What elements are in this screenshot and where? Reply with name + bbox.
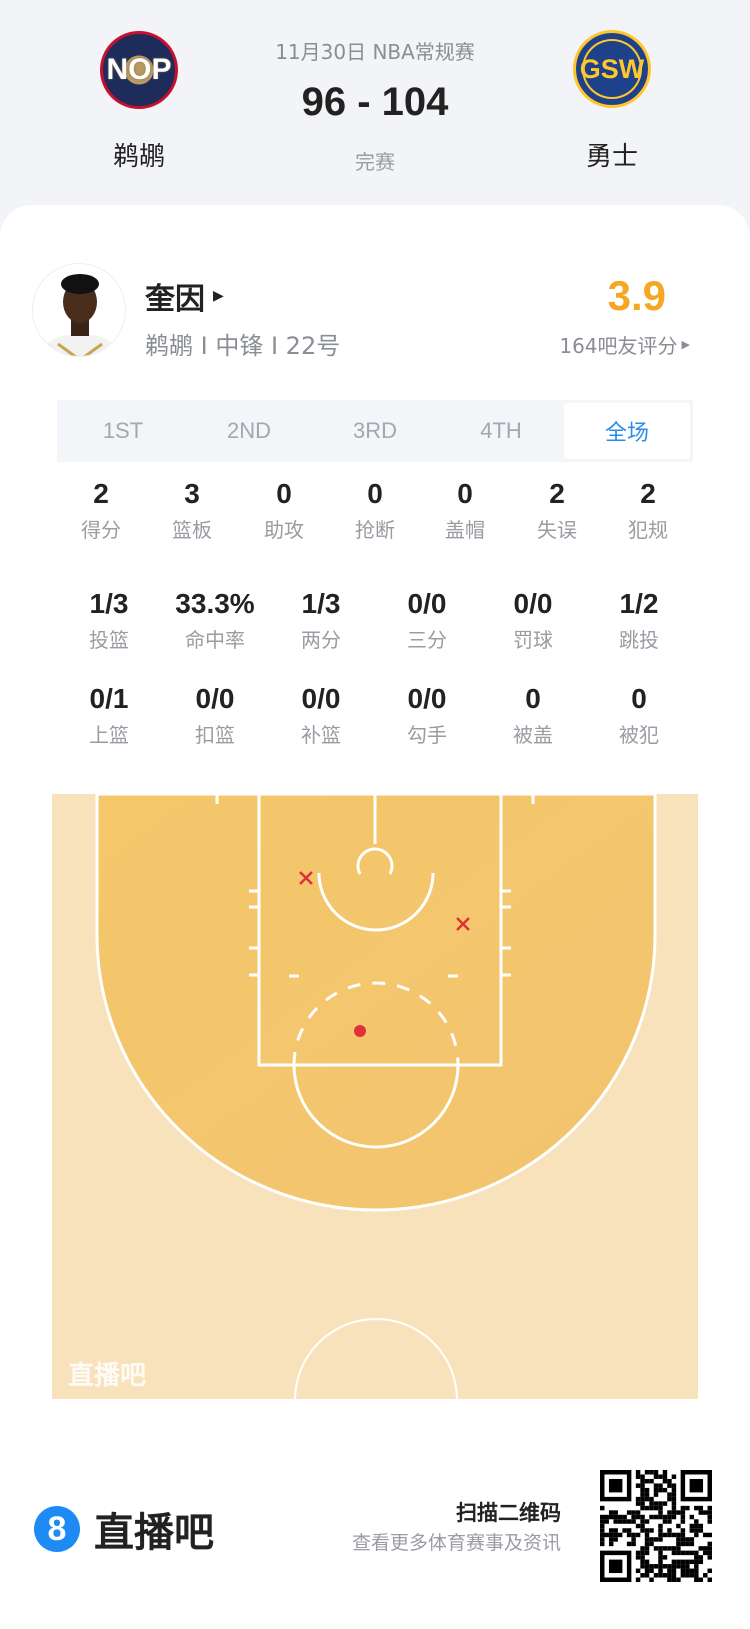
caret-right-icon: ▶ bbox=[681, 338, 690, 351]
stat-item: 1/3 投篮 bbox=[54, 588, 164, 653]
stat-label: 罚球 bbox=[513, 628, 553, 652]
stat-item: 2 得分 bbox=[46, 478, 156, 543]
qr-subtitle: 查看更多体育赛事及资讯 bbox=[351, 1532, 561, 1554]
team-logo-nop: NOP bbox=[100, 31, 178, 109]
shot-miss-marker bbox=[299, 871, 313, 885]
stat-label: 抢断 bbox=[355, 518, 395, 542]
stat-value: 2 bbox=[640, 478, 656, 509]
brand-8-icon: 8 bbox=[34, 1506, 80, 1552]
stat-label: 被犯 bbox=[619, 723, 659, 747]
stat-label: 得分 bbox=[81, 518, 121, 542]
stat-value: 3 bbox=[184, 478, 200, 509]
tab-4th[interactable]: 4TH bbox=[480, 418, 522, 443]
stat-label: 扣篮 bbox=[195, 723, 235, 747]
free-throw-circle-lower bbox=[292, 1064, 460, 1149]
stat-item: 0/0 罚球 bbox=[478, 588, 588, 653]
stat-value: 0 bbox=[457, 478, 473, 509]
caret-right-icon: ▶ bbox=[213, 288, 224, 304]
stat-item: 0 助攻 bbox=[229, 478, 339, 543]
stat-item: 0 被犯 bbox=[584, 683, 694, 748]
restricted-arc bbox=[317, 872, 435, 932]
free-throw-circle-upper bbox=[292, 981, 460, 1066]
stat-label: 盖帽 bbox=[445, 518, 485, 542]
stat-value: 0 bbox=[367, 478, 383, 509]
match-date-league: 11月30日 NBA常规赛 bbox=[275, 40, 475, 64]
player-info: 鹈鹕 I 中锋 I 22号 bbox=[145, 332, 341, 360]
stat-value: 0/0 bbox=[407, 683, 447, 714]
stat-value: 33.3% bbox=[175, 588, 255, 619]
stat-label: 命中率 bbox=[185, 628, 245, 652]
rim bbox=[356, 847, 394, 875]
period-tabs: 1ST 2ND 3RD 4TH 全场 bbox=[57, 400, 693, 462]
rating-count-link[interactable]: 164吧友评分 ▶ bbox=[559, 330, 690, 359]
stat-value: 0/0 bbox=[301, 683, 341, 714]
stat-item: 2 犯规 bbox=[593, 478, 703, 543]
stat-value: 0 bbox=[276, 478, 292, 509]
qr-title: 扫描二维码 bbox=[456, 1501, 561, 1525]
stat-item: 0 抢断 bbox=[320, 478, 430, 543]
player-avatar[interactable] bbox=[32, 263, 126, 357]
stat-label: 被盖 bbox=[513, 723, 553, 747]
stat-value: 0 bbox=[631, 683, 647, 714]
stat-item: 2 失误 bbox=[502, 478, 612, 543]
away-team-name: 勇士 bbox=[585, 142, 638, 172]
stat-item: 0/0 勾手 bbox=[372, 683, 482, 748]
stat-value: 0 bbox=[525, 683, 541, 714]
stat-label: 补篮 bbox=[301, 723, 341, 747]
stat-label: 犯规 bbox=[628, 518, 668, 542]
stat-value: 1/3 bbox=[301, 588, 341, 619]
tab-1st[interactable]: 1ST bbox=[102, 418, 144, 443]
stat-value: 0/0 bbox=[513, 588, 553, 619]
stat-value: 1/3 bbox=[89, 588, 129, 619]
stat-item: 0/0 补篮 bbox=[266, 683, 376, 748]
stat-item: 0/0 三分 bbox=[372, 588, 482, 653]
team-logo-gsw: GSW bbox=[573, 30, 651, 108]
stat-item: 0/0 扣篮 bbox=[160, 683, 270, 748]
stat-value: 0/0 bbox=[407, 588, 447, 619]
stat-value: 0/1 bbox=[89, 683, 129, 714]
stat-label: 助攻 bbox=[264, 518, 304, 542]
watermark: 直播吧 bbox=[68, 1361, 146, 1391]
player-name: 奎因 bbox=[145, 282, 205, 317]
lane-hashes bbox=[249, 889, 511, 978]
stat-item: 1/2 跳投 bbox=[584, 588, 694, 653]
three-point-area bbox=[95, 792, 657, 1212]
stat-item: 33.3% 命中率 bbox=[160, 588, 270, 653]
stat-label: 投篮 bbox=[89, 628, 129, 652]
stat-label: 三分 bbox=[407, 628, 447, 652]
player-rating: 3.9 bbox=[607, 272, 666, 319]
home-team-name: 鹈鹕 bbox=[112, 142, 165, 172]
rating-count: 164吧友评分 bbox=[559, 334, 678, 358]
match-score: 96 - 104 bbox=[301, 80, 449, 124]
stat-label: 篮板 bbox=[172, 518, 212, 542]
shot-chart: 直播吧 bbox=[52, 789, 698, 1482]
shot-made-marker bbox=[354, 1025, 366, 1037]
brand-name: 直播吧 bbox=[94, 1510, 214, 1556]
stat-label: 失误 bbox=[537, 518, 577, 542]
brand-logo[interactable]: 8 直播吧 bbox=[34, 1500, 214, 1558]
tab-全场[interactable]: 全场 bbox=[564, 403, 690, 459]
stat-item: 0 被盖 bbox=[478, 683, 588, 748]
shot-miss-marker bbox=[456, 917, 470, 931]
stat-item: 3 篮板 bbox=[137, 478, 247, 543]
stat-label: 勾手 bbox=[407, 723, 447, 747]
player-name-link[interactable]: 奎因 ▶ bbox=[145, 274, 224, 318]
stat-item: 0/1 上篮 bbox=[54, 683, 164, 748]
tab-2nd[interactable]: 2ND bbox=[226, 418, 271, 443]
stat-label: 上篮 bbox=[89, 723, 129, 747]
stat-value: 2 bbox=[549, 478, 565, 509]
tab-3rd[interactable]: 3RD bbox=[352, 418, 397, 443]
stat-value: 2 bbox=[93, 478, 109, 509]
stat-item: 1/3 两分 bbox=[266, 588, 376, 653]
stat-item: 0 盖帽 bbox=[410, 478, 520, 543]
stat-value: 1/2 bbox=[619, 588, 659, 619]
match-status: 完赛 bbox=[355, 150, 395, 174]
stat-label: 两分 bbox=[301, 628, 341, 652]
stat-value: 0/0 bbox=[195, 683, 235, 714]
stat-label: 跳投 bbox=[619, 628, 659, 652]
qr-code[interactable] bbox=[600, 1470, 712, 1582]
